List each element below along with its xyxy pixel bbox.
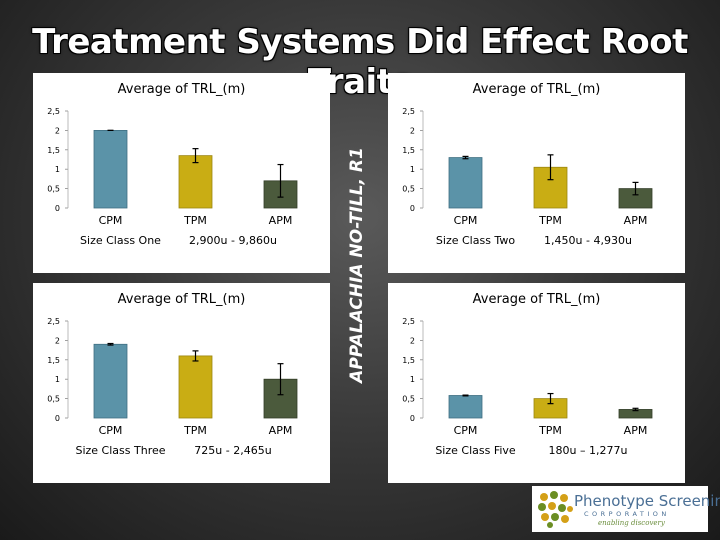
y-tick-label: 1 (410, 165, 415, 174)
side-label-text: APPALACHIA NO-TILL, R1 (347, 147, 367, 383)
slide-title: Treatment Systems Did Effect Root Traits (32, 22, 688, 102)
y-tick-label: 1 (410, 375, 415, 384)
y-tick-label: 0 (410, 414, 415, 423)
y-tick-label: 0 (410, 204, 415, 213)
y-tick-label: 2,5 (402, 317, 415, 326)
chart-panel-size-class-two: Average of TRL_(m) 0 0,5 1 1,5 2 2,5 CPM TPM APM S… (388, 73, 685, 273)
x-category-label: CPM (99, 424, 123, 437)
y-tick-label: 1,5 (47, 356, 60, 365)
x-category-label: TPM (183, 214, 207, 227)
size-range-caption: 2,900u - 9,860u (189, 234, 277, 247)
company-logo: Phenotype Screening CORPORATION enabling… (532, 486, 720, 532)
y-tick-label: 2 (55, 336, 60, 345)
y-tick-label: 1,5 (402, 356, 415, 365)
size-class-caption: Size Class Five (435, 444, 516, 457)
y-tick-label: 2,5 (47, 107, 60, 116)
size-range-caption: 725u - 2,465u (194, 444, 271, 457)
dot-cluster-logo-icon (538, 491, 573, 528)
bar-cpm (93, 130, 128, 209)
y-tick-label: 1 (55, 165, 60, 174)
x-category-label: APM (624, 214, 648, 227)
chart-panel-size-class-one: Average of TRL_(m) 0 0,5 1 1,5 2 2,5 CPM TPM APM S… (33, 73, 330, 273)
bar-cpm (448, 395, 483, 419)
y-tick-label: 2,5 (47, 317, 60, 326)
x-category-label: TPM (183, 424, 207, 437)
y-tick-label: 0 (55, 204, 60, 213)
chart-title: Average of TRL_(m) (118, 292, 246, 307)
chart-panel-size-class-five: Average of TRL_(m) 0 0,5 1 1,5 2 2,5 CPM TPM APM S… (388, 283, 685, 483)
y-tick-label: 2 (410, 336, 415, 345)
bar-tpm (178, 155, 213, 209)
y-tick-label: 1,5 (47, 146, 60, 155)
x-category-label: CPM (454, 424, 478, 437)
x-category-label: APM (269, 424, 293, 437)
size-class-caption: Size Class Two (436, 234, 515, 247)
size-range-caption: 1,450u - 4,930u (544, 234, 632, 247)
chart-title: Average of TRL_(m) (473, 292, 601, 307)
y-tick-label: 1,5 (402, 146, 415, 155)
chart-title: Average of TRL_(m) (118, 82, 246, 97)
size-class-caption: Size Class Three (75, 444, 165, 457)
size-class-caption: Size Class One (80, 234, 161, 247)
y-tick-label: 0,5 (402, 395, 415, 404)
size-range-caption: 180u – 1,277u (549, 444, 628, 457)
x-category-label: TPM (538, 424, 562, 437)
x-category-label: CPM (454, 214, 478, 227)
y-tick-label: 0,5 (47, 185, 60, 194)
y-tick-label: 0,5 (47, 395, 60, 404)
logo-name: Phenotype Screening (574, 492, 720, 510)
x-category-label: CPM (99, 214, 123, 227)
bar-tpm (178, 355, 213, 419)
chart-size-class-two: Average of TRL_(m) 0 0,5 1 1,5 2 2,5 CPM TPM APM S… (402, 82, 653, 247)
y-tick-label: 2 (55, 126, 60, 135)
bar-cpm (93, 343, 128, 419)
x-category-label: APM (269, 214, 293, 227)
y-tick-label: 1 (55, 375, 60, 384)
logo-tagline: enabling discovery (598, 519, 665, 527)
x-category-label: TPM (538, 214, 562, 227)
y-tick-label: 2,5 (402, 107, 415, 116)
y-tick-label: 0,5 (402, 185, 415, 194)
y-tick-label: 0 (55, 414, 60, 423)
chart-size-class-three: Average of TRL_(m) 0 0,5 1 1,5 2 2,5 CPM TPM APM S… (47, 292, 298, 457)
chart-size-class-five: Average of TRL_(m) 0 0,5 1 1,5 2 2,5 CPM TPM APM S… (402, 292, 653, 457)
chart-title: Average of TRL_(m) (473, 82, 601, 97)
y-tick-label: 2 (410, 126, 415, 135)
logo-corporation: CORPORATION (584, 510, 670, 518)
x-category-label: APM (624, 424, 648, 437)
chart-panel-size-class-three: Average of TRL_(m) 0 0,5 1 1,5 2 2,5 CPM TPM APM S… (33, 283, 330, 483)
bar-cpm (448, 157, 483, 209)
chart-size-class-one: Average of TRL_(m) 0 0,5 1 1,5 2 2,5 CPM TPM APM S… (47, 82, 298, 247)
